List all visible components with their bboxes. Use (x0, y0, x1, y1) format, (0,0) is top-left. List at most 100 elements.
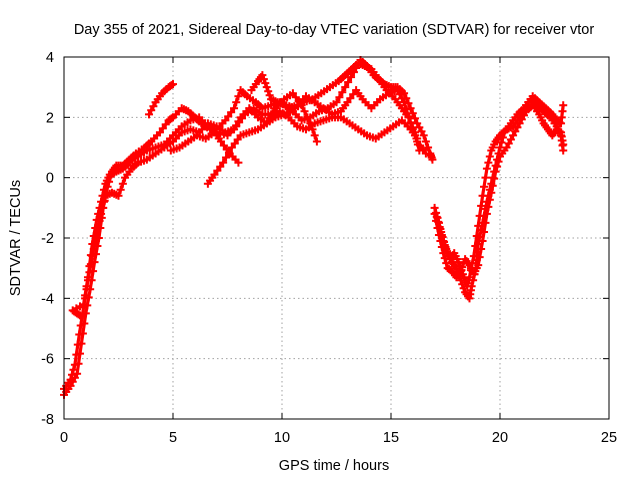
x-tick-label: 10 (274, 430, 290, 446)
data-point (559, 140, 568, 149)
data-point (149, 102, 158, 111)
data-point (475, 253, 484, 262)
data-point (406, 104, 415, 113)
data-point (94, 209, 103, 218)
y-tick-label: -8 (41, 412, 54, 428)
data-point (504, 139, 513, 148)
data-point (73, 340, 82, 349)
x-tick-label: 20 (492, 430, 508, 446)
series-early-branch (145, 80, 177, 119)
data-point (456, 267, 465, 276)
data-point (264, 87, 273, 96)
data-point (234, 92, 243, 101)
data-point (509, 131, 518, 140)
y-tick-label: -6 (41, 352, 54, 368)
data-point (288, 89, 297, 98)
data-point (167, 81, 176, 90)
data-point (291, 93, 300, 102)
data-point (227, 108, 236, 117)
x-tick-labels: 0 5 10 15 20 25 (60, 430, 617, 446)
data-point (158, 124, 167, 133)
data-point (303, 113, 312, 122)
data-point (419, 131, 428, 140)
data-point (472, 231, 481, 240)
y-tick-label: -2 (41, 231, 54, 247)
data-point (238, 114, 247, 123)
data-point (222, 153, 231, 162)
data-point (440, 254, 449, 263)
data-point (458, 263, 467, 272)
data-point (261, 79, 270, 88)
data-point (81, 291, 90, 300)
data-point (559, 101, 568, 110)
data-point (167, 114, 176, 123)
data-point (424, 143, 433, 152)
data-point (491, 167, 500, 176)
data-point (258, 71, 267, 80)
data-point (219, 158, 228, 167)
series-line (62, 58, 421, 391)
data-point (474, 261, 483, 270)
data-point (413, 134, 422, 143)
data-point (349, 90, 358, 99)
data-point (460, 274, 469, 283)
data-series-layer (60, 56, 568, 399)
data-point (477, 201, 486, 210)
data-point (85, 262, 94, 271)
data-point (465, 273, 474, 282)
data-point (480, 227, 489, 236)
data-point (555, 127, 564, 136)
series-peak-branch (247, 59, 437, 164)
series-dip-c (430, 101, 568, 282)
data-point (262, 119, 271, 128)
data-point (485, 195, 494, 204)
data-point (344, 78, 353, 87)
data-point (98, 191, 107, 200)
data-point (417, 127, 426, 136)
data-point (404, 99, 413, 108)
data-point (310, 131, 319, 140)
data-point (480, 182, 489, 191)
data-point (79, 300, 88, 309)
data-point (306, 119, 315, 128)
data-point (216, 162, 225, 171)
data-point (92, 215, 101, 224)
data-point (312, 137, 321, 146)
data-point (224, 112, 233, 121)
data-point (434, 230, 443, 239)
data-point (69, 365, 78, 374)
data-point (487, 188, 496, 197)
data-point (442, 259, 451, 268)
data-point (300, 107, 309, 116)
data-point (233, 135, 242, 144)
data-point (432, 216, 441, 225)
data-point (335, 93, 344, 102)
data-point (221, 116, 230, 125)
y-tick-label: 0 (46, 171, 54, 187)
data-point (227, 143, 236, 152)
data-point (433, 223, 442, 232)
data-point (147, 106, 156, 115)
data-point (338, 88, 347, 97)
data-point (410, 114, 419, 123)
data-point (169, 80, 177, 89)
data-point (482, 209, 491, 218)
data-point (73, 369, 82, 378)
data-point (497, 138, 506, 147)
data-point (219, 141, 228, 150)
data-point (97, 197, 106, 206)
x-tick-label: 5 (169, 430, 177, 446)
series-rise-c (68, 104, 422, 321)
data-point (155, 128, 164, 137)
y-tick-label: -4 (41, 291, 54, 307)
data-point (262, 83, 271, 92)
data-point (82, 282, 91, 291)
data-point (232, 122, 241, 131)
data-point (346, 94, 355, 103)
data-point (210, 170, 219, 179)
data-point (406, 118, 415, 127)
x-axis-label: GPS time / hours (279, 458, 389, 474)
data-point (484, 158, 493, 167)
y-tick-labels: -8 -6 -4 -2 0 2 4 (41, 50, 54, 428)
